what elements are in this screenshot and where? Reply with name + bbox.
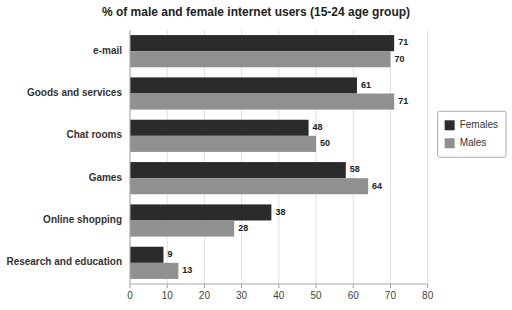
tick-label: 20	[199, 290, 211, 301]
bar	[130, 178, 368, 194]
legend-label: Females	[460, 119, 498, 130]
bar	[130, 204, 271, 220]
grid	[130, 30, 428, 284]
tick-label: 40	[273, 290, 285, 301]
grid-line	[316, 30, 317, 284]
data-label: 38	[275, 207, 285, 217]
legend: Females Males	[438, 111, 506, 157]
tick-label: 80	[422, 290, 434, 301]
bar	[130, 77, 357, 93]
tick-label: 0	[127, 290, 133, 301]
tick-mark	[167, 284, 168, 288]
tick-mark	[241, 284, 242, 288]
legend-frame	[438, 111, 506, 157]
bar	[130, 136, 316, 152]
bar	[130, 162, 346, 178]
bar	[130, 51, 390, 67]
bars	[130, 35, 394, 279]
chart-container: % of male and female internet users (15-…	[0, 0, 512, 310]
x-ticks: 0 10 20 30 40 50 60 70 80	[127, 284, 433, 301]
bar	[130, 221, 234, 237]
data-label: 13	[182, 265, 192, 275]
data-label: 71	[398, 37, 408, 47]
bar	[130, 35, 394, 51]
tick-mark	[278, 284, 279, 288]
bar	[130, 94, 394, 110]
page: Chart html, body { margin: 0; padding: 0…	[0, 0, 512, 310]
grid-line	[353, 30, 354, 284]
tick-mark	[316, 284, 317, 288]
x-axis-line	[130, 284, 428, 285]
tick-mark	[204, 284, 205, 288]
grid-line	[278, 30, 279, 284]
category-label: Chat rooms	[66, 129, 122, 140]
category-label: Research and education	[6, 256, 122, 267]
tick-mark	[427, 284, 428, 288]
tick-label: 70	[385, 290, 397, 301]
chart-svg: % of male and female internet users (15-…	[0, 0, 512, 310]
data-label: 58	[350, 164, 360, 174]
data-label: 61	[361, 80, 371, 90]
grid-line	[130, 30, 131, 284]
tick-label: 60	[348, 290, 360, 301]
legend-swatch	[445, 120, 455, 130]
category-label: Goods and services	[27, 87, 122, 98]
category-label: e-mail	[93, 45, 122, 56]
axes	[130, 30, 428, 284]
tick-label: 50	[310, 290, 322, 301]
grid-line	[427, 30, 428, 284]
data-label: 28	[238, 223, 248, 233]
grid-line	[167, 30, 168, 284]
bar	[130, 263, 178, 279]
data-label: 70	[394, 54, 404, 64]
bar	[130, 247, 163, 263]
category-labels: e-mail Goods and services Chat rooms Games O…	[6, 45, 122, 268]
data-labels: 71 61 48 58 38 9 70 71 50 64 28 13	[167, 37, 408, 275]
grid-line	[204, 30, 205, 284]
page-body: {"chart_data": {"type": "bar", "orientat…	[0, 0, 512, 310]
y-axis-line	[130, 30, 131, 284]
chart-title: % of male and female internet users (15-…	[102, 5, 410, 19]
tick-mark	[390, 284, 391, 288]
data-label: 50	[320, 138, 330, 148]
data-label: 48	[313, 122, 323, 132]
tick-mark	[130, 284, 131, 288]
data-label: 9	[167, 249, 172, 259]
data-label: 71	[398, 96, 408, 106]
tick-label: 10	[162, 290, 174, 301]
tick-mark	[353, 284, 354, 288]
grid-line	[390, 30, 391, 284]
tick-label: 30	[236, 290, 248, 301]
category-label: Games	[89, 172, 123, 183]
data-label: 64	[372, 181, 382, 191]
bar	[130, 120, 309, 136]
legend-swatch	[445, 138, 455, 148]
legend-label: Males	[460, 137, 487, 148]
category-label: Online shopping	[43, 214, 122, 225]
grid-line	[241, 30, 242, 284]
